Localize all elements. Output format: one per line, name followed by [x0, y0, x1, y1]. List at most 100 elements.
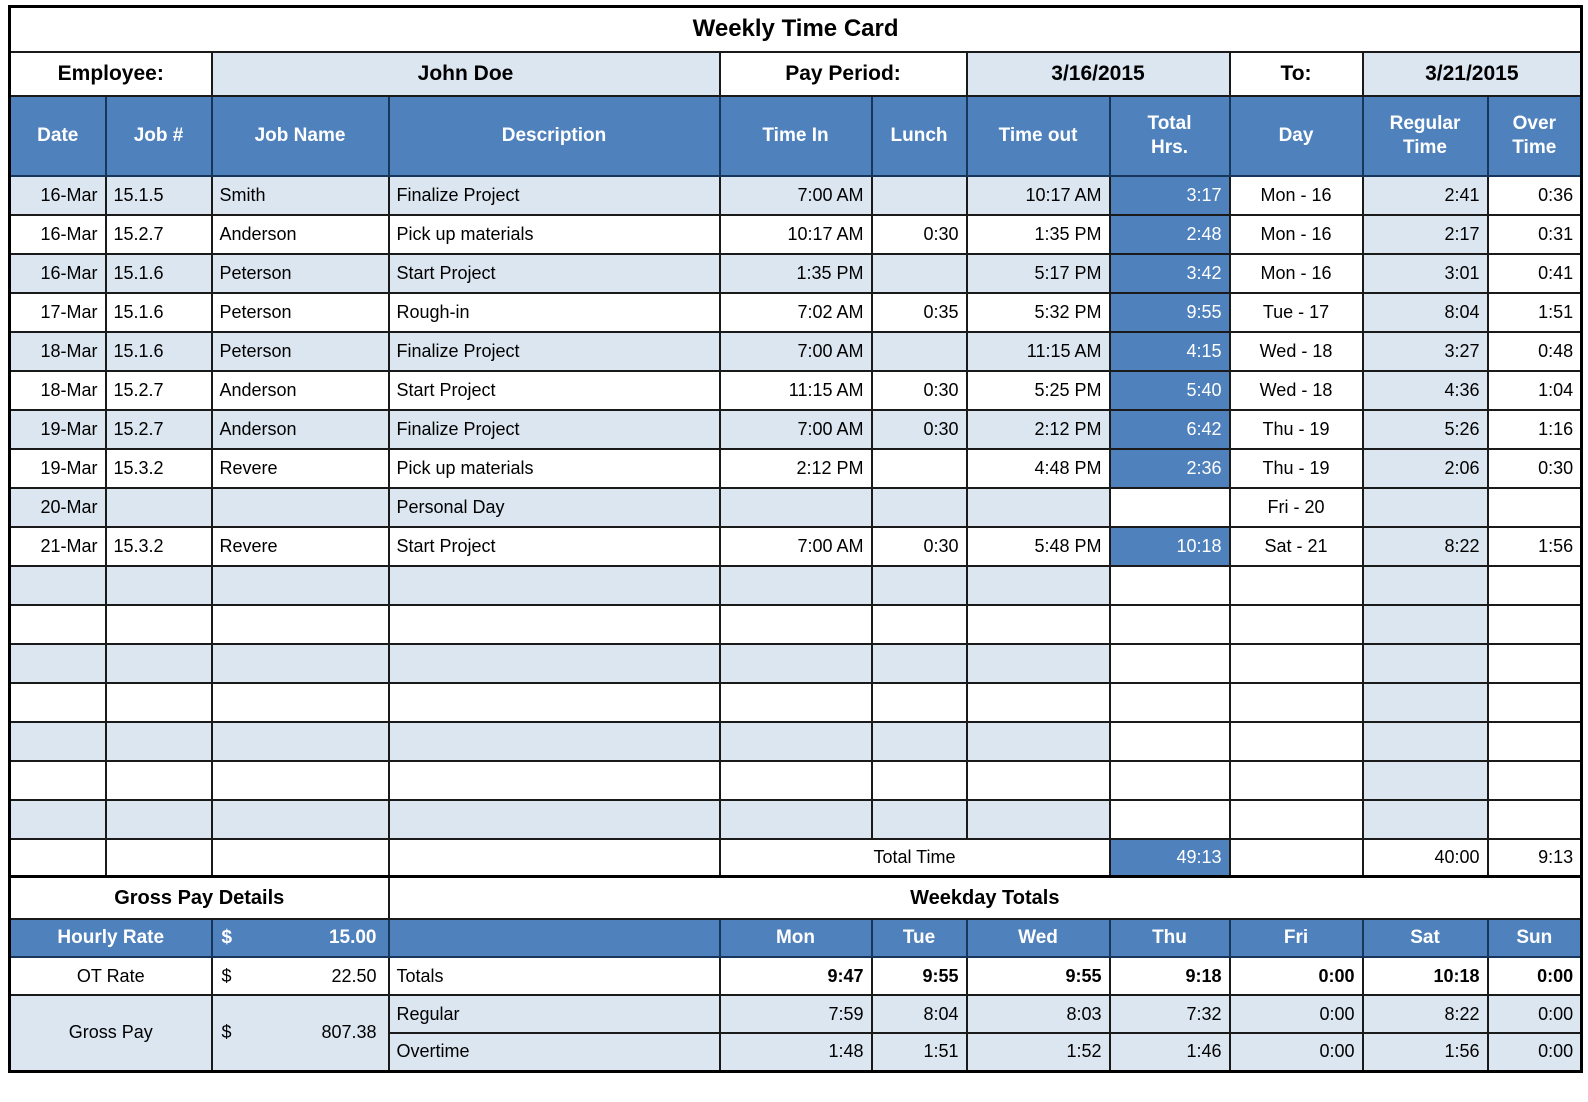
empty-cell[interactable] [387, 720, 721, 762]
empty-cell[interactable] [1486, 798, 1583, 840]
cell-date[interactable]: 16-Mar [8, 252, 107, 294]
empty-cell[interactable] [210, 642, 390, 684]
empty-cell[interactable] [870, 759, 968, 801]
cell-lunch[interactable] [870, 447, 968, 489]
empty-cell[interactable] [1486, 564, 1583, 606]
cell-time-in[interactable]: 7:00 AM [718, 330, 873, 372]
cell-job-number[interactable]: 15.1.6 [104, 330, 213, 372]
empty-cell[interactable] [1108, 564, 1231, 606]
empty-cell[interactable] [1108, 720, 1231, 762]
cell-date[interactable]: 18-Mar [8, 369, 107, 411]
cell-time-in[interactable]: 10:17 AM [718, 213, 873, 255]
cell-job-name[interactable]: Anderson [210, 408, 390, 450]
cell-lunch[interactable] [870, 486, 968, 528]
cell-job-number[interactable]: 15.1.5 [104, 174, 213, 216]
empty-cell[interactable] [1486, 759, 1583, 801]
empty-cell[interactable] [1361, 681, 1489, 723]
empty-cell[interactable] [387, 759, 721, 801]
period-end-cell[interactable]: 3/21/2015 [1361, 50, 1583, 97]
empty-cell[interactable] [387, 798, 721, 840]
empty-cell[interactable] [1228, 564, 1364, 606]
cell-date[interactable]: 20-Mar [8, 486, 107, 528]
empty-cell[interactable] [870, 642, 968, 684]
empty-cell[interactable] [104, 759, 213, 801]
cell-description[interactable]: Finalize Project [387, 408, 721, 450]
cell-time-out[interactable]: 1:35 PM [965, 213, 1111, 255]
empty-cell[interactable] [210, 798, 390, 840]
cell-time-in[interactable]: 11:15 AM [718, 369, 873, 411]
cell-time-out[interactable]: 5:17 PM [965, 252, 1111, 294]
empty-cell[interactable] [8, 798, 107, 840]
cell-job-number[interactable]: 15.2.7 [104, 408, 213, 450]
cell-description[interactable]: Finalize Project [387, 174, 721, 216]
cell-date[interactable]: 16-Mar [8, 174, 107, 216]
empty-cell[interactable] [718, 681, 873, 723]
empty-cell[interactable] [1228, 798, 1364, 840]
cell-job-name[interactable]: Anderson [210, 369, 390, 411]
empty-cell[interactable] [104, 642, 213, 684]
cell-time-in[interactable]: 7:00 AM [718, 525, 873, 567]
cell-job-name[interactable]: Peterson [210, 252, 390, 294]
cell-date[interactable]: 17-Mar [8, 291, 107, 333]
cell-job-number[interactable]: 15.1.6 [104, 291, 213, 333]
empty-cell[interactable] [965, 603, 1111, 645]
empty-cell[interactable] [387, 603, 721, 645]
cell-time-out[interactable]: 11:15 AM [965, 330, 1111, 372]
cell-lunch[interactable]: 0:30 [870, 525, 968, 567]
cell-description[interactable]: Start Project [387, 252, 721, 294]
cell-job-number[interactable] [104, 486, 213, 528]
cell-job-name[interactable] [210, 486, 390, 528]
cell-date[interactable]: 19-Mar [8, 447, 107, 489]
empty-cell[interactable] [1228, 642, 1364, 684]
cell-time-in[interactable]: 7:02 AM [718, 291, 873, 333]
cell-date[interactable]: 19-Mar [8, 408, 107, 450]
cell-time-in[interactable] [718, 486, 873, 528]
cell-date[interactable]: 21-Mar [8, 525, 107, 567]
cell-lunch[interactable]: 0:30 [870, 369, 968, 411]
cell-time-in[interactable]: 2:12 PM [718, 447, 873, 489]
empty-cell[interactable] [1228, 603, 1364, 645]
empty-cell[interactable] [1361, 720, 1489, 762]
empty-cell[interactable] [104, 798, 213, 840]
cell-time-in[interactable]: 1:35 PM [718, 252, 873, 294]
cell-time-out[interactable]: 5:32 PM [965, 291, 1111, 333]
empty-cell[interactable] [718, 720, 873, 762]
empty-cell[interactable] [210, 759, 390, 801]
empty-cell[interactable] [1228, 720, 1364, 762]
cell-time-out[interactable]: 5:48 PM [965, 525, 1111, 567]
empty-cell[interactable] [1361, 759, 1489, 801]
empty-cell[interactable] [104, 681, 213, 723]
empty-cell[interactable] [1108, 798, 1231, 840]
cell-job-name[interactable]: Smith [210, 174, 390, 216]
cell-job-name[interactable]: Peterson [210, 330, 390, 372]
cell-job-name[interactable]: Peterson [210, 291, 390, 333]
empty-cell[interactable] [1108, 603, 1231, 645]
empty-cell[interactable] [870, 798, 968, 840]
cell-time-out[interactable] [965, 486, 1111, 528]
empty-cell[interactable] [965, 642, 1111, 684]
cell-lunch[interactable]: 0:35 [870, 291, 968, 333]
empty-cell[interactable] [210, 720, 390, 762]
empty-cell[interactable] [8, 681, 107, 723]
empty-cell[interactable] [1361, 564, 1489, 606]
empty-cell[interactable] [870, 603, 968, 645]
cell-job-name[interactable]: Anderson [210, 213, 390, 255]
cell-lunch[interactable] [870, 174, 968, 216]
cell-description[interactable]: Rough-in [387, 291, 721, 333]
cell-time-out[interactable]: 2:12 PM [965, 408, 1111, 450]
empty-cell[interactable] [965, 564, 1111, 606]
empty-cell[interactable] [1361, 603, 1489, 645]
cell-date[interactable]: 16-Mar [8, 213, 107, 255]
empty-cell[interactable] [387, 564, 721, 606]
cell-description[interactable]: Pick up materials [387, 447, 721, 489]
empty-cell[interactable] [718, 564, 873, 606]
empty-cell[interactable] [1228, 759, 1364, 801]
period-start-cell[interactable]: 3/16/2015 [965, 50, 1231, 97]
empty-cell[interactable] [104, 720, 213, 762]
empty-cell[interactable] [387, 681, 721, 723]
empty-cell[interactable] [1486, 720, 1583, 762]
empty-cell[interactable] [1108, 759, 1231, 801]
cell-description[interactable]: Start Project [387, 525, 721, 567]
empty-cell[interactable] [8, 642, 107, 684]
cell-job-name[interactable]: Revere [210, 447, 390, 489]
